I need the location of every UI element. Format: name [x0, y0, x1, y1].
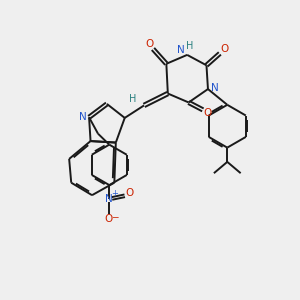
- Text: O: O: [105, 214, 113, 224]
- Text: O: O: [220, 44, 228, 54]
- Text: H: H: [186, 41, 193, 51]
- Text: N: N: [177, 44, 185, 55]
- Text: N: N: [105, 194, 113, 204]
- Text: H: H: [129, 94, 136, 104]
- Text: −: −: [111, 213, 119, 222]
- Text: N: N: [211, 82, 218, 93]
- Text: O: O: [146, 39, 154, 49]
- Text: +: +: [111, 190, 118, 199]
- Text: N: N: [79, 112, 86, 122]
- Text: O: O: [125, 188, 133, 198]
- Text: O: O: [204, 108, 212, 118]
